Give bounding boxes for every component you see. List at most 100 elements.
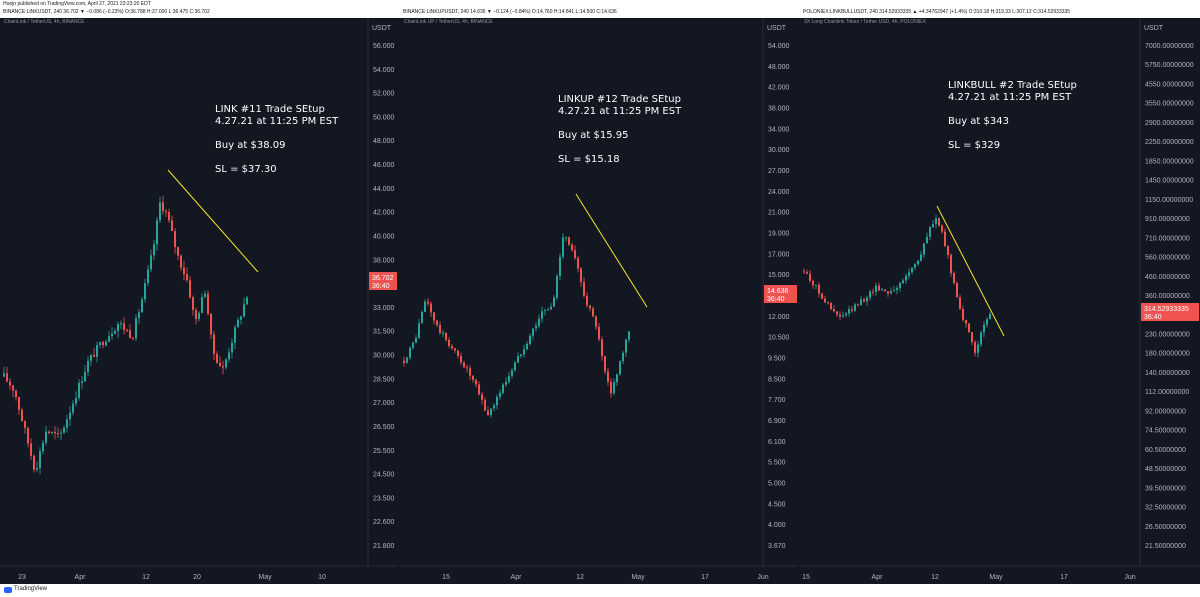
y-tick-label: 4.500 <box>768 501 786 508</box>
chart-svg-linkbull[interactable]: USDT 7000.00000000 5750.00000000 4550.00000… <box>800 18 1200 584</box>
candle-body <box>827 302 829 304</box>
trendline <box>575 193 648 308</box>
candle-body <box>881 289 883 291</box>
candle-body <box>42 442 44 452</box>
symbol-line-2: BINANCE:LINKUPUSDT, 240 14.636 ▼ −0.124 … <box>403 9 617 15</box>
chart-svg-link[interactable]: USDT 56.000 54.000 52.000 50.000 48.000 46.000… <box>0 18 398 584</box>
candle-body <box>821 293 823 299</box>
y-tick-label: 39.50000000 <box>1145 485 1186 492</box>
candle-body <box>403 360 405 363</box>
candle-body <box>583 281 585 296</box>
candle-body <box>448 339 450 346</box>
candle-body <box>225 359 227 368</box>
last-price-label: 14.636 <box>767 288 789 295</box>
candle-body <box>421 311 423 324</box>
candle-body <box>619 361 621 375</box>
note-line <box>215 128 338 140</box>
candle-body <box>953 273 955 284</box>
candle-body <box>87 360 89 372</box>
candle-body <box>406 357 408 363</box>
last-price-label: 36.702 <box>372 275 394 282</box>
x-tick-label: Jun <box>1124 574 1135 581</box>
candle-body <box>923 243 925 255</box>
y-tick-label: 52.000 <box>373 91 395 98</box>
candle-body <box>418 323 420 338</box>
candle-body <box>240 316 242 320</box>
candle-body <box>965 319 967 324</box>
candle-body <box>556 275 558 298</box>
y-tick-label: 10.500 <box>768 335 790 342</box>
candle-body <box>30 443 32 456</box>
candle-body <box>592 308 594 317</box>
candle-body <box>487 410 489 415</box>
candle-body <box>243 304 245 317</box>
candle-body <box>135 318 137 339</box>
candle-body <box>595 316 597 327</box>
countdown-label: 36:40 <box>1144 314 1162 321</box>
candle-body <box>183 267 185 275</box>
candle-body <box>950 254 952 274</box>
candle-body <box>472 375 474 380</box>
candle-body <box>48 431 50 434</box>
candle-body <box>836 311 838 315</box>
y-tick-label: 28.500 <box>373 376 395 383</box>
chart-panel-linkbull[interactable]: USDT 7000.00000000 5750.00000000 4550.00000… <box>800 18 1200 584</box>
candle-body <box>502 384 504 393</box>
y-tick-label: 460.00000000 <box>1145 274 1190 281</box>
candle-body <box>610 381 612 394</box>
chart-panel-link[interactable]: USDT 56.000 54.000 52.000 50.000 48.000 46.000… <box>0 18 398 584</box>
candle-body <box>968 323 970 333</box>
chart-svg-linkup[interactable]: USDT 54.000 48.000 42.000 38.000 34.000 30.000… <box>400 18 798 584</box>
y-tick-label: 140.00000000 <box>1145 370 1190 377</box>
candle-body <box>171 220 173 231</box>
candle-body <box>586 295 588 306</box>
candle-body <box>601 339 603 357</box>
y-tick-label: 33.000 <box>373 305 395 312</box>
candle-body <box>911 267 913 273</box>
x-tick-label: 10 <box>318 574 326 581</box>
y-tick-label: 5.500 <box>768 460 786 467</box>
y-tick-label: 38.000 <box>373 257 395 264</box>
candle-body <box>920 254 922 261</box>
candle-body <box>866 297 868 302</box>
candle-body <box>577 258 579 269</box>
candle-body <box>893 290 895 292</box>
candle-body <box>944 231 946 246</box>
note-line: SL = $15.18 <box>558 154 620 165</box>
note-line <box>558 142 681 154</box>
footer: TradingView <box>0 584 1200 597</box>
candle-body <box>484 399 486 411</box>
candle-body <box>848 309 850 314</box>
candle-body <box>490 408 492 415</box>
candle-body <box>872 291 874 293</box>
candle-body <box>890 291 892 294</box>
last-price-badge <box>1141 303 1199 321</box>
candle-body <box>415 337 417 343</box>
y-tick-label: 38.000 <box>768 106 790 113</box>
candle-body <box>547 309 549 311</box>
candle-body <box>544 310 546 312</box>
candle-body <box>496 396 498 406</box>
y-tick-label: 27.000 <box>373 400 395 407</box>
candle-body <box>926 236 928 244</box>
candle-body <box>499 392 501 397</box>
trade-setup-note: LINKBULL #2 Trade SEtup 4.27.21 at 11:25 … <box>948 80 1077 152</box>
candle-body <box>589 305 591 309</box>
candle-body <box>613 382 615 394</box>
candle-body <box>806 272 808 274</box>
candle-body <box>517 355 519 363</box>
footer-brand: TradingView <box>14 586 48 592</box>
y-tick-label: 2250.00000000 <box>1145 139 1194 146</box>
candle-body <box>177 247 179 256</box>
candle-body <box>24 421 26 428</box>
candle-body <box>983 324 985 333</box>
y-tick-label: 12.000 <box>768 314 790 321</box>
candle-body <box>598 326 600 340</box>
note-line: 4.27.21 at 11:25 PM EST <box>948 92 1072 103</box>
x-tick-label: 23 <box>18 574 26 581</box>
chart-panel-linkup[interactable]: USDT 54.000 48.000 42.000 38.000 34.000 30.000… <box>400 18 798 584</box>
candle-body <box>887 291 889 294</box>
candle-body <box>541 311 543 319</box>
y-tick-label: 46.000 <box>373 162 395 169</box>
last-price-badge <box>764 285 797 303</box>
